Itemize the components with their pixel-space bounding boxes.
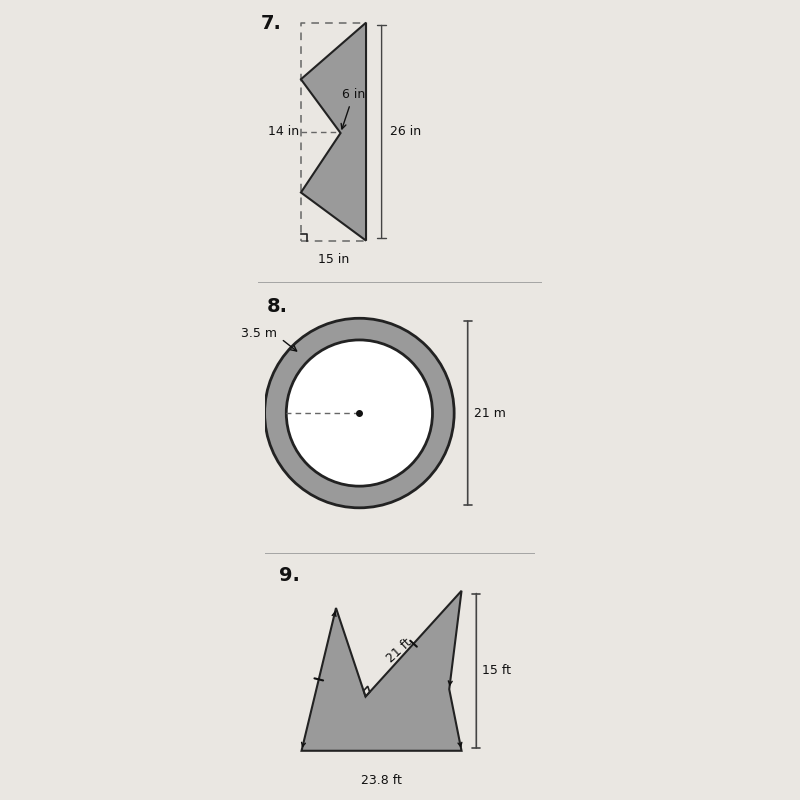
- Text: 14 in: 14 in: [268, 125, 299, 138]
- Text: 21 m: 21 m: [474, 406, 506, 419]
- Text: 9.: 9.: [279, 566, 300, 585]
- Polygon shape: [302, 590, 462, 750]
- Circle shape: [286, 340, 433, 486]
- Text: 15 in: 15 in: [318, 253, 349, 266]
- Text: 21 ft: 21 ft: [384, 637, 414, 666]
- Text: 8.: 8.: [266, 297, 288, 316]
- Text: 3.5 m: 3.5 m: [241, 327, 277, 340]
- Text: 7.: 7.: [261, 14, 282, 33]
- Polygon shape: [301, 22, 366, 241]
- Text: 26 in: 26 in: [390, 125, 422, 138]
- Text: 23.8 ft: 23.8 ft: [361, 774, 402, 787]
- Circle shape: [265, 318, 454, 508]
- Text: 15 ft: 15 ft: [482, 664, 511, 678]
- Text: 6 in: 6 in: [341, 88, 365, 129]
